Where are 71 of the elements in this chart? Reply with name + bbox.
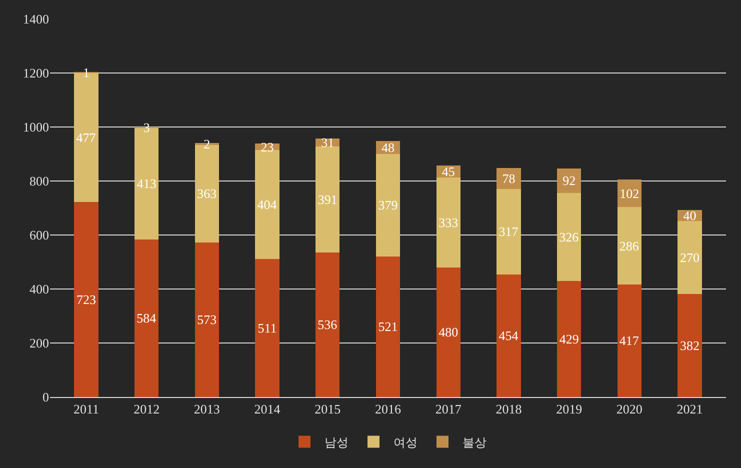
legend-label: 남성 — [324, 435, 348, 450]
data-label: 363 — [197, 186, 217, 201]
data-label: 102 — [620, 186, 640, 201]
y-tick-label: 1400 — [23, 12, 49, 27]
data-label: 270 — [680, 250, 700, 265]
x-tick-label: 2016 — [375, 402, 402, 417]
legend-label: 여성 — [394, 435, 418, 450]
data-label: 317 — [498, 224, 519, 240]
data-label: 480 — [438, 324, 458, 340]
y-tick-label: 200 — [30, 336, 49, 351]
x-tick-label: 2013 — [194, 402, 220, 417]
x-tick-label: 2019 — [556, 402, 582, 417]
data-label: 382 — [680, 338, 700, 353]
bar — [376, 154, 400, 256]
data-label: 536 — [318, 317, 338, 332]
bar — [134, 239, 159, 397]
bar — [557, 281, 582, 397]
y-tick-label: 600 — [30, 228, 49, 243]
bar — [316, 252, 340, 397]
data-label: 31 — [321, 135, 334, 150]
bar — [617, 207, 642, 284]
bar — [496, 188, 521, 274]
data-label: 454 — [498, 328, 519, 344]
x-tick-label: 2020 — [616, 402, 642, 417]
data-label: 477 — [76, 130, 96, 145]
bar — [617, 284, 642, 397]
y-tick-label: 0 — [42, 390, 49, 405]
data-label: 23 — [260, 139, 274, 154]
data-label: 333 — [438, 214, 458, 230]
x-tick-label: 2015 — [314, 402, 341, 417]
y-tick-label: 800 — [30, 174, 49, 189]
y-tick-label: 1000 — [23, 120, 49, 135]
x-tick-label: 2017 — [435, 402, 462, 417]
data-label: 521 — [378, 319, 398, 334]
data-label: 286 — [619, 238, 640, 254]
data-label: 417 — [619, 333, 640, 348]
bar — [557, 193, 582, 282]
bar — [74, 202, 98, 397]
bar — [255, 259, 280, 397]
data-label: 404 — [257, 196, 278, 212]
x-tick-label: 2021 — [676, 402, 703, 417]
data-label: 511 — [258, 320, 277, 336]
legend-label: 불상 — [462, 435, 486, 450]
bar — [496, 274, 521, 397]
data-label: 326 — [559, 230, 580, 245]
x-tick-label: 2014 — [254, 402, 281, 417]
data-label: 391 — [318, 192, 338, 207]
data-label: 573 — [197, 312, 217, 328]
bar — [436, 177, 460, 268]
data-label: 413 — [136, 176, 156, 192]
data-label: 45 — [442, 164, 455, 179]
bar — [194, 242, 219, 397]
data-label: 723 — [76, 292, 96, 307]
data-label: 429 — [559, 332, 579, 347]
y-tick-label: 1200 — [23, 66, 49, 81]
data-label: 379 — [378, 198, 398, 213]
x-tick-label: 2018 — [496, 402, 522, 417]
data-label: 40 — [683, 208, 696, 224]
bar — [436, 267, 460, 397]
bar — [678, 294, 702, 397]
data-label: 48 — [382, 140, 394, 156]
bar — [496, 168, 521, 189]
y-tick-label: 400 — [30, 282, 49, 297]
bar — [316, 146, 340, 252]
data-label: 584 — [136, 310, 157, 326]
x-tick-label: 2012 — [134, 402, 160, 417]
bar — [678, 220, 702, 294]
data-label: 92 — [562, 173, 576, 188]
bar — [376, 256, 400, 397]
x-tick-label: 2011 — [73, 402, 99, 417]
data-label: 78 — [502, 170, 516, 186]
